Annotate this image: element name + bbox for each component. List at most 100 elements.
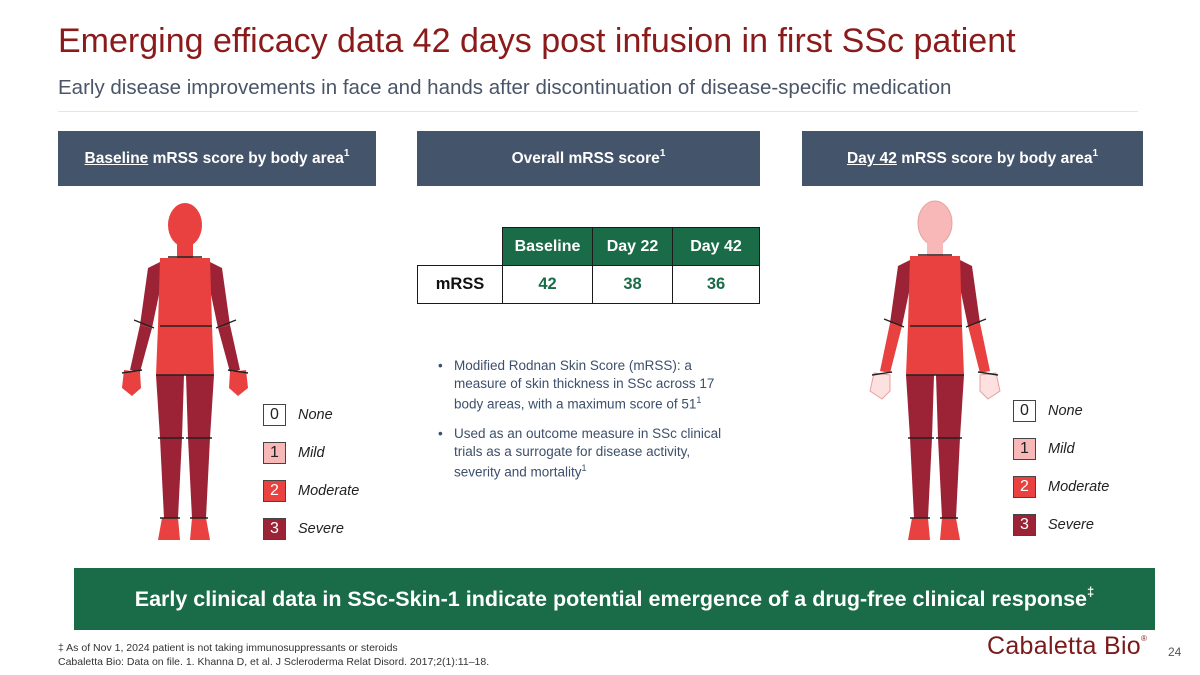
body-left-upper-arm [890,260,912,326]
overall-header-sup: 1 [659,147,666,159]
legend-row-mild: 1 Mild [263,442,325,464]
body-left-leg [160,438,182,518]
body-head [168,203,202,247]
mrss-table: Baseline Day 22 Day 42 mRSS 42 38 36 [417,227,760,304]
body-left-hand [122,370,141,396]
slide-title: Emerging efficacy data 42 days post infu… [58,22,1016,60]
legend-box-severe: 3 [1013,514,1036,536]
body-right-foot [940,518,960,540]
legend-label-none: None [1048,403,1083,419]
page-number: 24 [1168,645,1182,659]
day42-header-underlined: Day 42 [846,150,897,168]
footnote-dagger: ‡ As of Nov 1, 2024 patient is not takin… [58,642,398,654]
body-neck [927,242,943,256]
legend-box-mild: 1 [263,442,286,464]
banner-text: Early clinical data in SSc-Skin-1 indica… [134,587,1088,612]
cell-baseline: 42 [502,265,593,304]
body-segment-lines [871,254,999,519]
bullet-text: Modified Rodnan Skin Score (mRSS): a mea… [454,358,715,412]
table-corner-cell [418,228,503,266]
legend-row-none: 0 None [1013,400,1083,422]
body-upper-chest [158,258,212,326]
legend-box-severe: 3 [263,518,286,540]
legend-box-mild: 1 [1013,438,1036,460]
body-left-thigh [906,375,934,438]
body-neck [177,244,193,258]
column-header-day22: Day 22 [592,227,673,266]
body-left-hand [869,372,891,400]
baseline-header-rest: mRSS score by body area [148,150,344,168]
bullet-sup: 1 [696,395,702,405]
bullet-sup: 1 [581,463,587,473]
legend-row-mild: 1 Mild [1013,438,1075,460]
legend-box-none: 0 [1013,400,1036,422]
baseline-body-figure [121,203,249,540]
body-right-foot [190,518,210,540]
mrss-table-header-row: Baseline Day 22 Day 42 [418,227,760,266]
body-abdomen [156,326,214,375]
overall-panel-header: Overall mRSS score1 [417,131,760,186]
body-left-forearm [130,325,152,372]
baseline-panel-header: Baseline mRSS score by body area1 [58,131,376,186]
title-divider [58,111,1138,112]
body-right-leg [188,438,210,518]
legend-label-moderate: Moderate [298,483,360,499]
legend-box-none: 0 [263,404,286,426]
body-right-leg [938,438,960,518]
bullet-item: Used as an outcome measure in SSc clinic… [436,425,736,481]
company-logo: Cabaletta Bio® [987,632,1147,661]
legend-row-moderate: 2 Moderate [263,480,359,502]
body-right-thigh [936,375,964,438]
legend-label-mild: Mild [1048,441,1075,457]
day42-body-figure [869,200,1001,540]
legend-row-moderate: 2 Moderate [1013,476,1109,498]
footnote-reference: Cabaletta Bio: Data on file. 1. Khanna D… [58,656,490,668]
row-label-mrss: mRSS [417,265,503,304]
mrss-bullets: Modified Rodnan Skin Score (mRSS): a mea… [436,357,736,493]
legend-label-severe: Severe [298,521,344,537]
day42-header-sup: 1 [1092,147,1099,159]
body-upper-chest [908,256,962,326]
legend-label-mild: Mild [298,445,325,461]
day42-panel-header: Day 42 mRSS score by body area1 [802,131,1143,186]
cell-day42: 36 [672,265,760,304]
legend-box-moderate: 2 [1013,476,1036,498]
cell-day22: 38 [592,265,673,304]
banner-sup: ‡ [1087,583,1095,599]
logo-text: Cabaletta Bio [987,632,1141,660]
body-left-forearm [880,323,902,373]
body-segment-lines [121,256,249,519]
legend-row-severe: 3 Severe [263,518,344,540]
baseline-header-sup: 1 [343,147,350,159]
body-right-thigh [186,375,214,438]
body-left-upper-arm [140,262,162,328]
column-header-baseline: Baseline [502,227,593,266]
legend-label-moderate: Moderate [1048,479,1110,495]
mrss-table-row: mRSS 42 38 36 [417,265,760,304]
slide-subtitle: Early disease improvements in face and h… [58,76,952,99]
body-right-upper-arm [958,260,980,326]
legend-row-severe: 3 Severe [1013,514,1094,536]
legend-label-severe: Severe [1048,517,1094,533]
body-abdomen [906,326,964,375]
legend-label-none: None [298,407,333,423]
body-right-hand [229,370,248,396]
body-left-thigh [156,375,184,438]
day42-header-rest: mRSS score by body area [896,150,1093,168]
body-right-upper-arm [208,262,230,328]
logo-mark: ® [1141,633,1148,643]
column-header-day42: Day 42 [672,227,760,266]
legend-box-moderate: 2 [263,480,286,502]
body-left-foot [908,518,930,540]
body-right-hand [979,372,1001,400]
body-left-foot [158,518,180,540]
legend-row-none: 0 None [263,404,333,426]
bullet-item: Modified Rodnan Skin Score (mRSS): a mea… [436,357,736,413]
body-head [917,200,953,246]
bullet-text: Used as an outcome measure in SSc clinic… [454,426,722,480]
body-left-leg [910,438,932,518]
body-right-forearm [218,325,240,372]
baseline-header-underlined: Baseline [84,150,149,168]
overall-header-text: Overall mRSS score [511,150,660,168]
conclusion-banner: Early clinical data in SSc-Skin-1 indica… [74,568,1155,630]
